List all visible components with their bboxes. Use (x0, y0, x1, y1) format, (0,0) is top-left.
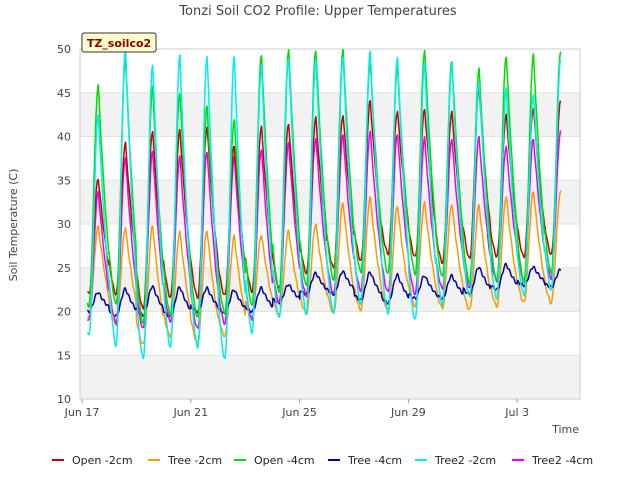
x-tick-label: Jun 21 (172, 406, 208, 419)
x-tick-label: Jul 3 (504, 406, 529, 419)
y-tick-label: 50 (57, 43, 71, 56)
grid-band (80, 180, 580, 224)
x-tick-label: Jun 25 (281, 406, 317, 419)
plot-area-border (79, 48, 581, 400)
y-tick-label: 15 (57, 349, 71, 362)
legend-label: Tree -4cm (347, 454, 402, 467)
legend-label: Open -4cm (254, 454, 315, 467)
series-line (87, 190, 562, 345)
y-tick-label: 45 (57, 87, 71, 100)
x-axis-label: Time (551, 423, 579, 436)
y-tick-label: 40 (57, 131, 71, 144)
legend-label: Tree2 -4cm (531, 454, 593, 467)
series-layer (86, 46, 562, 360)
y-tick-label: 30 (57, 218, 71, 231)
y-tick-label: 25 (57, 262, 71, 275)
x-axis-ticks: Jun 17 Jun 21 Jun 25 Jun 29 Jul 3 (64, 399, 529, 419)
grid-band (80, 92, 580, 137)
y-tick-label: 20 (57, 306, 71, 319)
x-tick-label: Jun 17 (64, 406, 100, 419)
legend-label: Open -2cm (72, 454, 133, 467)
y-axis-label: Soil Temperature (C) (7, 169, 20, 282)
legend: Open -2cm Tree -2cm Open -4cm Tree -4cm Tree… (52, 454, 593, 467)
badge: TZ_soilco2 (81, 32, 157, 53)
legend-label: Tree2 -2cm (434, 454, 496, 467)
chart-title: Tonzi Soil CO2 Profile: Upper Temperatur… (178, 4, 457, 19)
legend-label: Tree -2cm (167, 454, 222, 467)
badge-label: TZ_soilco2 (87, 37, 151, 50)
badge-box (81, 32, 157, 53)
grid-band (80, 355, 580, 399)
y-axis-ticks: 10 15 20 25 30 35 40 45 50 (57, 43, 71, 406)
series-line (86, 46, 562, 360)
y-tick-label: 35 (57, 174, 71, 187)
series-line (86, 130, 562, 329)
x-tick-label: Jun 29 (390, 406, 426, 419)
y-tick-label: 10 (57, 393, 71, 406)
